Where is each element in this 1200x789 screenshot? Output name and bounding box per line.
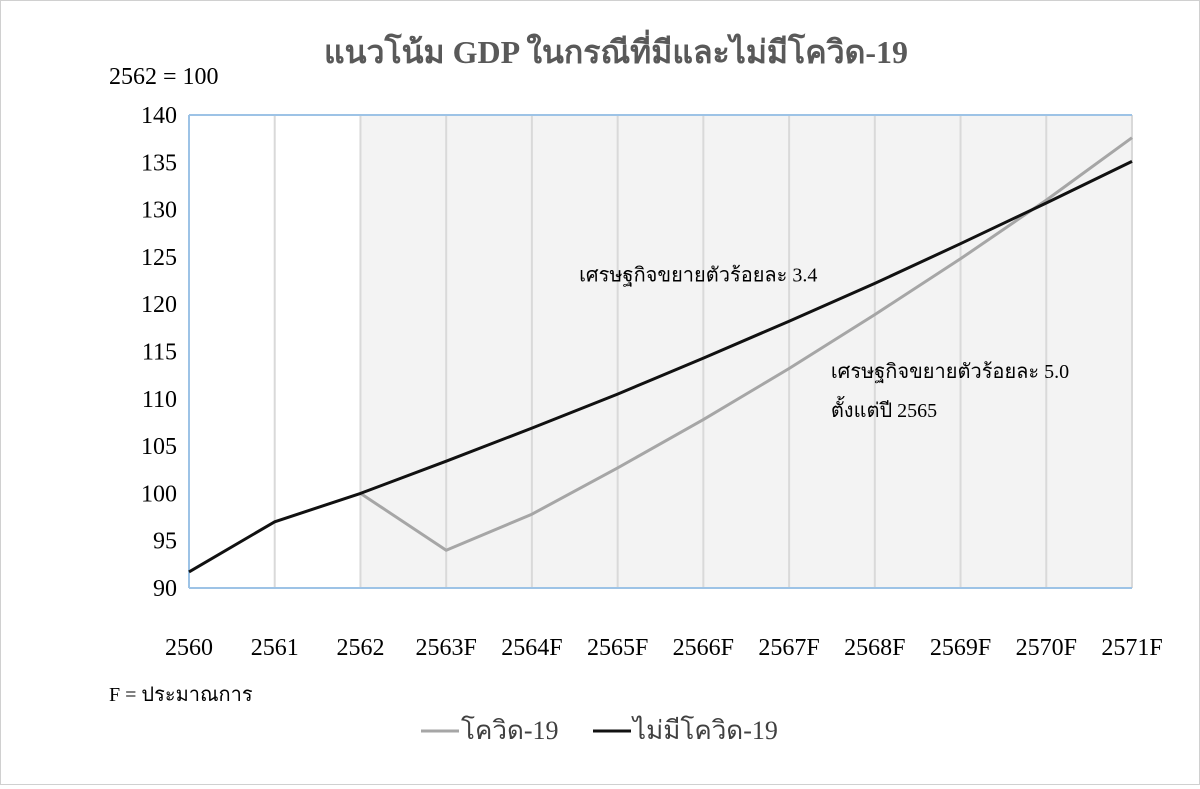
legend: โควิด-19 ไม่มีโควิด-19 xyxy=(421,715,778,745)
gridlines-group xyxy=(188,114,1133,589)
x-tick-label: 2568F xyxy=(844,635,905,661)
y-axis-unit-label: 2562 = 100 xyxy=(109,64,219,90)
y-tick-label: 90 xyxy=(153,576,177,602)
y-tick-label: 110 xyxy=(142,387,177,413)
x-tick-label: 2560 xyxy=(165,635,213,661)
series-line-2 xyxy=(188,160,1133,574)
y-tick-label: 135 xyxy=(141,150,177,176)
forecast-note: F = ประมาณการ xyxy=(109,684,253,706)
series-line-1 xyxy=(359,136,1133,552)
y-tick-label: 100 xyxy=(141,481,177,507)
forecast-shaded-region-group xyxy=(360,115,1132,588)
forecast-shaded-region xyxy=(360,115,1132,588)
annotation-text: เศรษฐกิจขยายตัวร้อยละ 5.0 xyxy=(831,361,1069,383)
chart-title: แนวโน้ม GDP ในกรณีที่มีและไม่มีโควิด-19 xyxy=(324,29,908,70)
legend-label: โควิด-19 xyxy=(461,715,559,745)
y-tick-label: 125 xyxy=(141,245,177,271)
y-tick-label: 120 xyxy=(141,292,177,318)
x-tick-label: 2569F xyxy=(930,635,991,661)
x-tick-label: 2561 xyxy=(251,635,299,661)
x-tick-labels-group: 2560 2561 2562 2563F 2564F 2565F 2566F 2567F 256… xyxy=(165,635,1163,661)
y-tick-label: 105 xyxy=(141,434,177,460)
x-tick-label: 2563F xyxy=(416,635,477,661)
x-tick-label: 2567F xyxy=(758,635,819,661)
y-tick-label: 115 xyxy=(142,340,177,366)
legend-label: ไม่มีโควิด-19 xyxy=(631,715,778,745)
annotations-group: เศรษฐกิจขยายตัวร้อยละ 3.4 เศรษฐกิจขยายตัว… xyxy=(579,264,1069,421)
annotation-text: เศรษฐกิจขยายตัวร้อยละ 3.4 xyxy=(579,264,817,286)
annotation-text: ตั้งแต่ปี 2565 xyxy=(831,396,937,422)
x-tick-label: 2570F xyxy=(1016,635,1077,661)
x-tick-label: 2566F xyxy=(673,635,734,661)
series-lines-group xyxy=(188,136,1133,574)
x-tick-label: 2564F xyxy=(501,635,562,661)
y-tick-label: 95 xyxy=(153,529,177,555)
y-tick-labels-group: 90 95 100 105 110 115 120 125 130 135 140 xyxy=(141,103,177,602)
y-tick-label: 130 xyxy=(141,198,177,224)
x-tick-label: 2562 xyxy=(336,635,384,661)
y-tick-label: 140 xyxy=(141,103,177,129)
x-tick-label: 2565F xyxy=(587,635,648,661)
x-tick-label: 2571F xyxy=(1101,635,1162,661)
